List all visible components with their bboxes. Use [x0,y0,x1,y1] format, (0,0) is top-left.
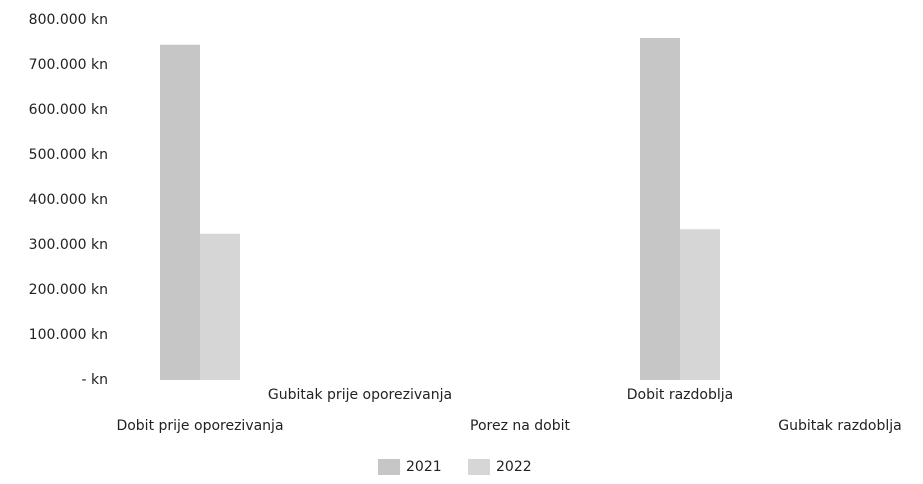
y-tick-label: - kn [82,372,108,388]
bar [680,229,720,380]
legend-swatch [468,459,490,475]
bar [200,233,240,380]
y-tick-label: 100.000 kn [29,327,108,343]
x-tick-label: Dobit razdoblja [627,387,733,403]
x-tick-label: Porez na dobit [470,418,571,434]
y-tick-label: 800.000 kn [29,12,108,28]
legend-label: 2022 [496,459,532,475]
x-tick-label: Gubitak razdoblja [778,418,902,434]
y-tick-label: 200.000 kn [29,282,108,298]
y-tick-label: 500.000 kn [29,147,108,163]
x-tick-label: Gubitak prije oporezivanja [268,387,452,403]
x-tick-label: Dobit prije oporezivanja [116,418,283,434]
y-tick-label: 700.000 kn [29,57,108,73]
y-tick-label: 400.000 kn [29,192,108,208]
legend-label: 2021 [406,459,442,475]
bar [160,44,200,380]
bar [640,38,680,380]
y-tick-label: 600.000 kn [29,102,108,118]
y-tick-label: 300.000 kn [29,237,108,253]
legend-swatch [378,459,400,475]
